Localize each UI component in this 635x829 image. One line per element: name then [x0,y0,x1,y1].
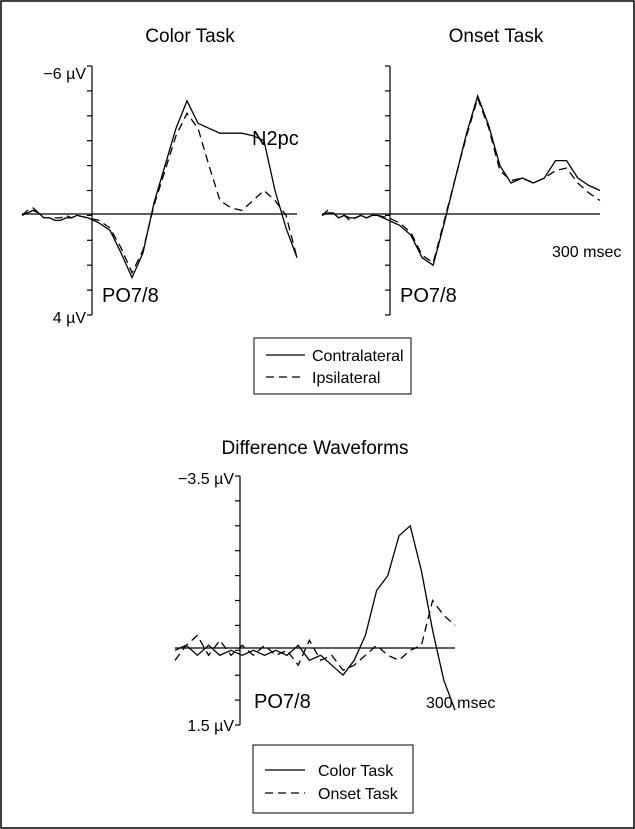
legend-bottom-box [252,744,414,814]
difference-y-bottom-label: 1.5 µV [187,718,234,735]
legend-onset-task-label: Onset Task [318,786,399,803]
legend-top: Contralateral Ipsilateral [253,337,412,395]
color-y-ticks [87,65,92,316]
legend-bottom: Color Task Onset Task [252,744,414,814]
difference-electrode-label: PO7/8 [254,691,311,713]
difference-title: Difference Waveforms [222,438,409,459]
onset-task-title: Onset Task [449,26,544,47]
onset-task-axes: PO7/8 300 msec [321,65,621,316]
difference-y-ticks [235,475,240,726]
onset-electrode-label: PO7/8 [400,285,457,307]
color-task-axes: −6 µV 4 µV PO7/8 N2pc [21,65,299,327]
difference-y-top-label: −3.5 µV [178,471,234,488]
difference-color-task-line [174,524,456,711]
legend-ipsilateral-label: Ipsilateral [312,370,380,387]
color-task-title: Color Task [145,26,235,47]
legend-color-task-label: Color Task [318,763,394,780]
color-y-top-label: −6 µV [43,66,86,83]
onset-x-end-label: 300 msec [552,244,621,261]
onset-ipsilateral-line [321,96,601,264]
onset-contralateral-line [321,93,601,267]
color-y-bottom-label: 4 µV [53,310,87,327]
color-ipsilateral-line [21,112,298,275]
n2pc-annotation: N2pc [252,128,299,150]
difference-axes: −3.5 µV 1.5 µV PO7/8 300 msec [174,471,495,735]
color-electrode-label: PO7/8 [102,285,159,307]
difference-onset-task-line [174,599,456,672]
onset-y-ticks [385,65,390,316]
legend-top-box [253,337,412,395]
legend-contralateral-label: Contralateral [312,348,404,365]
difference-x-end-label: 300 msec [426,695,495,712]
